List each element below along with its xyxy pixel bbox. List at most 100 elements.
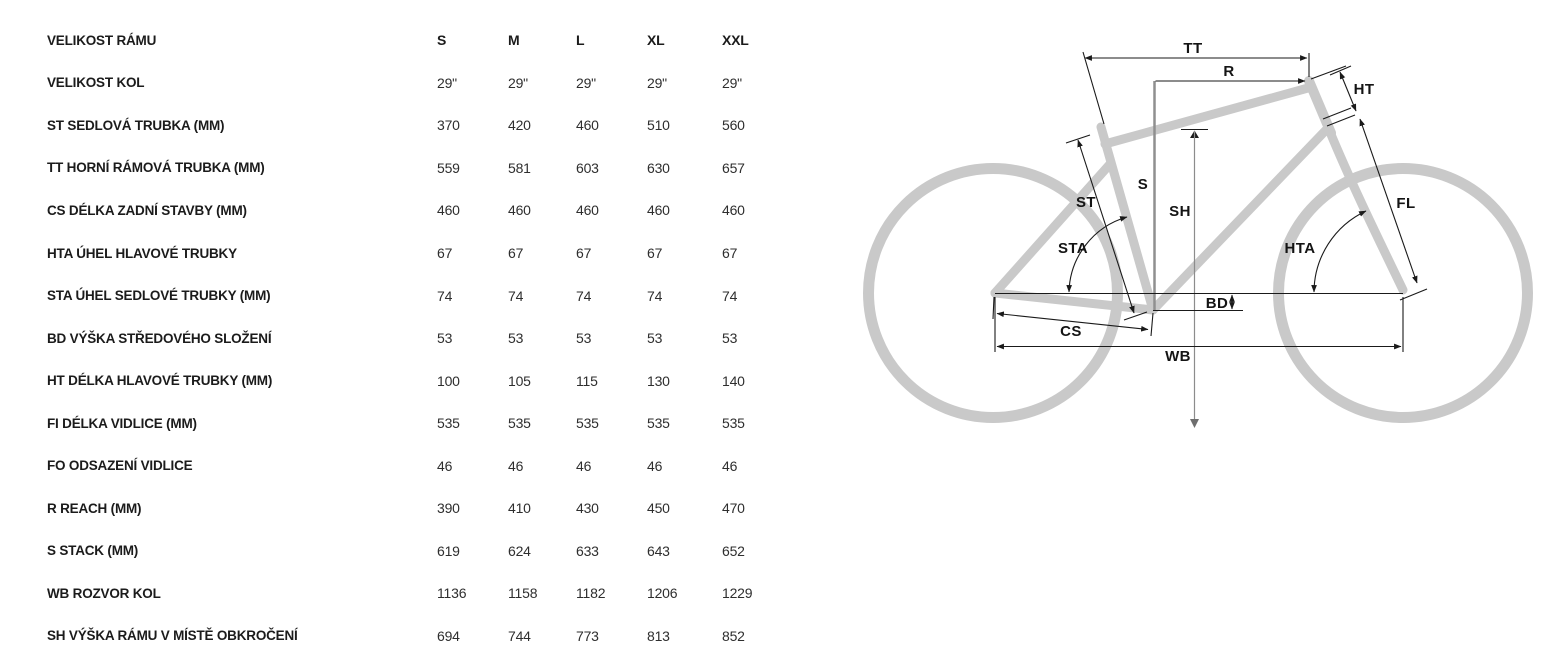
size-value-cell: 46 (722, 457, 738, 474)
size-value-cell: 67 (722, 245, 738, 261)
label-hta: HTA (1285, 240, 1316, 257)
frame-geometry-diagram: TT R HT ST S SH STA HTA FL BD CS WB (863, 40, 1533, 428)
dimension-lines (992, 51, 1428, 352)
size-value-cell: 1206 (647, 585, 678, 602)
chainstay (990, 288, 1158, 315)
seat-tube (1096, 122, 1158, 315)
size-value-cell: 67 (647, 245, 663, 261)
size-value-cell: 773 (576, 627, 599, 644)
bike-frame (863, 76, 1533, 423)
size-value-cell: 370 (437, 117, 460, 134)
size-value-cell: 450 (647, 500, 670, 517)
st-top-tick (1065, 134, 1091, 144)
size-value-cell: 29" (508, 74, 528, 91)
size-value-cell: 1136 (437, 585, 467, 602)
size-value-cell: 74 (576, 287, 592, 304)
size-value-cell: 29" (576, 74, 596, 91)
size-value-cell: 470 (722, 500, 745, 517)
label-r: R (1223, 63, 1234, 80)
label-sta: STA (1058, 240, 1088, 257)
size-value-cell: 67 (437, 245, 453, 261)
size-value-cell: 53 (576, 330, 592, 347)
row-label: TT HORNÍ RÁMOVÁ TRUBKA (MM) (47, 160, 265, 176)
size-value-cell: 460 (576, 202, 599, 219)
row-label: CS DÉLKA ZADNÍ STAVBY (MM) (47, 202, 247, 218)
size-value-cell: 460 (647, 202, 670, 219)
size-value-cell: 813 (647, 627, 670, 644)
size-value-cell: 115 (576, 372, 598, 389)
size-value-cell: 74 (722, 287, 738, 304)
size-value-cell: 410 (508, 500, 531, 517)
size-value-cell: 510 (647, 117, 670, 134)
row-label: S STACK (MM) (47, 543, 139, 559)
size-value-cell: 581 (508, 159, 531, 176)
label-fl: FL (1396, 195, 1415, 212)
hta-arc (1311, 210, 1367, 293)
size-value-cell: 430 (576, 500, 599, 517)
head-tube (1304, 76, 1336, 138)
ht-top-tick (1329, 65, 1352, 76)
cs-right-extension (1150, 312, 1154, 337)
size-value-cell: 535 (576, 415, 599, 432)
size-value-cell: 390 (437, 500, 460, 517)
size-value-cell: 74 (647, 287, 663, 304)
table-header-label: VELIKOST RÁMU (47, 32, 157, 48)
size-value-cell: 633 (576, 542, 599, 559)
dim-ht (1339, 71, 1357, 112)
crown-tick-1 (1322, 107, 1352, 120)
size-value-cell: 535 (722, 415, 745, 432)
size-value-cell: 53 (437, 330, 453, 347)
size-value-cell: 460 (437, 202, 460, 219)
dimension-labels: TT R HT ST S SH STA HTA FL BD CS WB (1058, 40, 1415, 365)
cs-left-extension (992, 296, 995, 320)
size-value-cell: 460 (576, 117, 599, 134)
label-cs: CS (1060, 323, 1082, 340)
row-label: VELIKOST KOL (47, 75, 145, 91)
size-column-header-m: M (508, 32, 520, 49)
size-value-cell: 460 (722, 202, 745, 219)
size-column-header-xxl: XXL (722, 32, 749, 49)
row-label: WB ROZVOR KOL (47, 585, 161, 601)
size-value-cell: 630 (647, 159, 670, 176)
row-label: BD VÝŠKA STŘEDOVÉHO SLOŽENÍ (47, 330, 272, 346)
size-value-cell: 1229 (722, 585, 753, 602)
size-value-cell: 29" (722, 74, 742, 91)
dim-cs (996, 311, 1149, 332)
size-value-cell: 852 (722, 627, 745, 644)
size-value-cell: 460 (508, 202, 531, 219)
size-value-cell: 67 (576, 245, 592, 261)
size-value-cell: 1158 (508, 585, 538, 602)
size-value-cell: 744 (508, 627, 531, 644)
dim-fl (1359, 118, 1418, 284)
head-top-extension (1310, 65, 1347, 80)
standover-line (1181, 128, 1208, 428)
size-value-cell: 105 (508, 372, 531, 389)
size-value-cell: 130 (647, 372, 670, 389)
label-bd: BD (1206, 295, 1228, 312)
size-value-cell: 67 (508, 245, 524, 261)
row-label: FI DÉLKA VIDLICE (MM) (47, 415, 197, 431)
label-tt: TT (1183, 40, 1202, 57)
row-label: FO ODSAZENÍ VIDLICE (47, 458, 193, 474)
label-s: S (1138, 176, 1148, 193)
size-value-cell: 46 (576, 457, 592, 474)
front-axle-tick (1399, 288, 1428, 301)
size-value-cell: 1182 (576, 585, 606, 602)
row-label: HTA ÚHEL HLAVOVÉ TRUBKY (47, 245, 237, 261)
size-value-cell: 53 (647, 330, 663, 347)
label-ht: HT (1354, 81, 1375, 98)
size-value-cell: 100 (437, 372, 460, 389)
size-value-cell: 603 (576, 159, 599, 176)
top-tube (1100, 83, 1313, 149)
down-tube (1148, 125, 1331, 315)
size-value-cell: 643 (647, 542, 670, 559)
size-value-cell: 29" (647, 74, 667, 91)
label-st: ST (1076, 194, 1096, 211)
crown-tick-2 (1326, 114, 1356, 127)
size-value-cell: 559 (437, 159, 460, 176)
size-value-cell: 53 (508, 330, 524, 347)
geometry-table: VELIKOST RÁMU S M L XL XXL VELIKOST KOL 2… (47, 19, 791, 657)
row-label: ST SEDLOVÁ TRUBKA (MM) (47, 117, 225, 133)
size-value-cell: 535 (647, 415, 670, 432)
